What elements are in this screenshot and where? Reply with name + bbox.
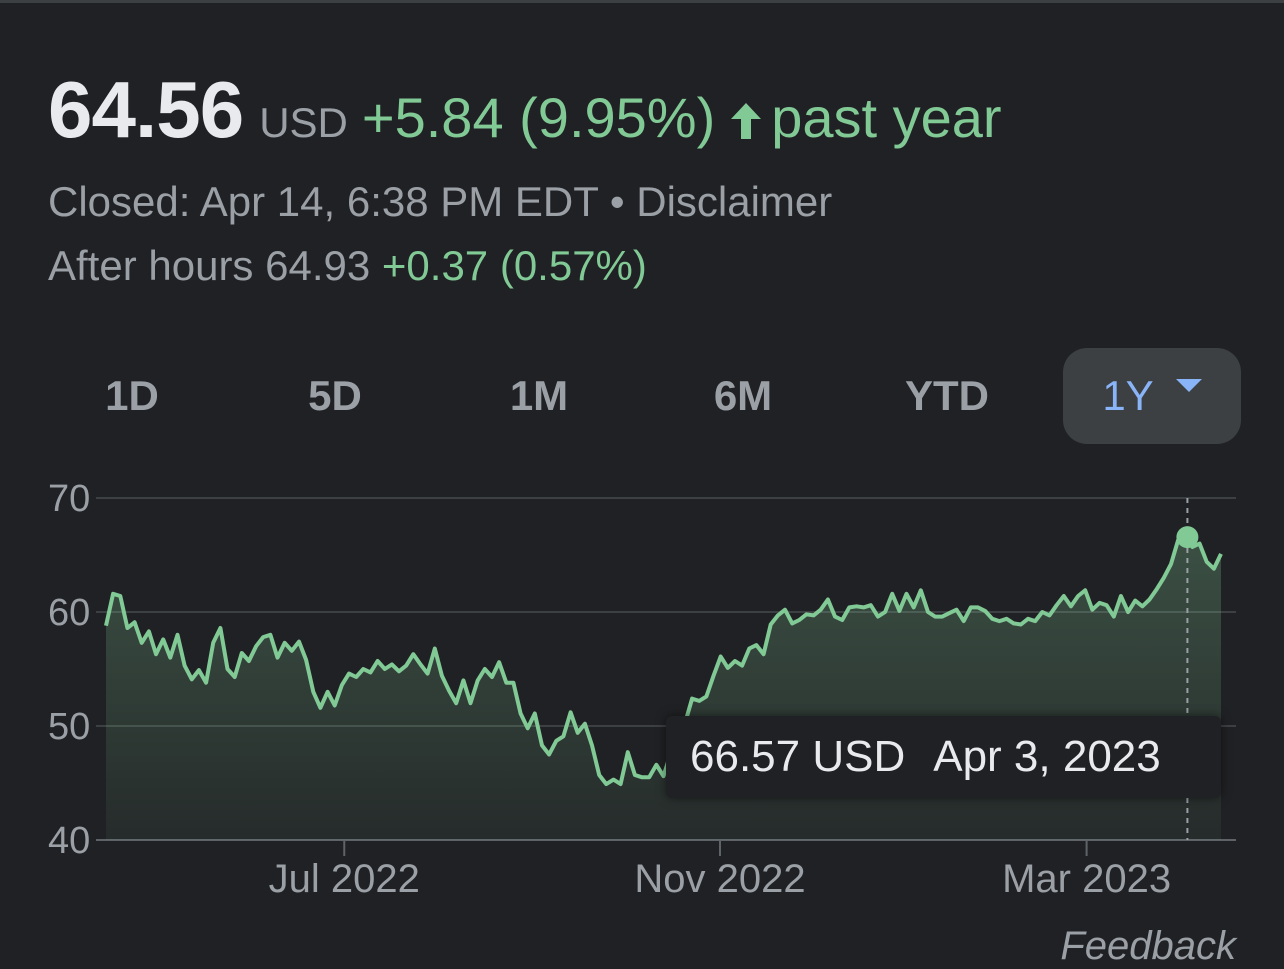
tab-5d[interactable]: 5D [308, 372, 362, 419]
after-hours-label: After hours [48, 242, 254, 289]
series-line [104, 533, 1223, 787]
tooltip-value: 66.57 USD [690, 732, 906, 781]
y-tick-label: 60 [48, 592, 90, 634]
after-hours-change: +0.37 (0.57%) [381, 242, 647, 289]
tab-ytd[interactable]: YTD [905, 372, 989, 419]
change-period: past year [771, 86, 1002, 149]
y-tick-label: 50 [48, 706, 90, 748]
currency-label: USD [259, 99, 348, 146]
tab-1d[interactable]: 1D [105, 372, 159, 419]
range-tabs: 1D 5D 1M 6M YTD 1Y [48, 348, 1241, 444]
after-hours-price: 64.93 [265, 242, 371, 289]
x-tick-label: Nov 2022 [634, 857, 805, 901]
price-chart[interactable]: 70 60 50 40 Jul 2022 Nov 2022 Mar 2023 [0, 460, 1284, 956]
price-change: +5.84 (9.95%) [361, 86, 716, 149]
tab-1y-dropdown[interactable]: 1Y [1063, 348, 1241, 444]
dropdown-caret-icon [1175, 379, 1202, 392]
x-tick-label: Jul 2022 [269, 857, 420, 901]
tab-1m[interactable]: 1M [509, 372, 569, 419]
arrow-up-icon [729, 101, 763, 141]
y-tick-label: 40 [48, 820, 90, 862]
x-tick-label: Mar 2023 [1002, 857, 1171, 901]
chart-tooltip: 66.57 USD Apr 3, 2023 [666, 716, 1221, 798]
disclaimer-link[interactable]: Disclaimer [636, 178, 833, 225]
y-tick-label: 70 [48, 478, 90, 520]
closed-status: Closed: Apr 14, 6:38 PM EDT [48, 178, 599, 225]
x-axis-labels: Jul 2022 Nov 2022 Mar 2023 [269, 857, 1171, 901]
top-divider [0, 0, 1284, 3]
hover-point [1176, 526, 1199, 549]
market-status: Closed: Apr 14, 6:38 PM EDT • Disclaimer [48, 178, 832, 226]
feedback-link[interactable]: Feedback [1060, 924, 1236, 968]
current-price: 64.56 [48, 65, 244, 154]
separator-dot: • [609, 178, 625, 225]
quote-header: 64.56 USD +5.84 (9.95%) past year [48, 64, 1002, 156]
after-hours-row: After hours 64.93 +0.37 (0.57%) [48, 242, 647, 290]
tooltip-date: Apr 3, 2023 [933, 732, 1161, 781]
y-axis-labels: 70 60 50 40 [48, 478, 90, 862]
tab-6m[interactable]: 6M [713, 372, 773, 419]
